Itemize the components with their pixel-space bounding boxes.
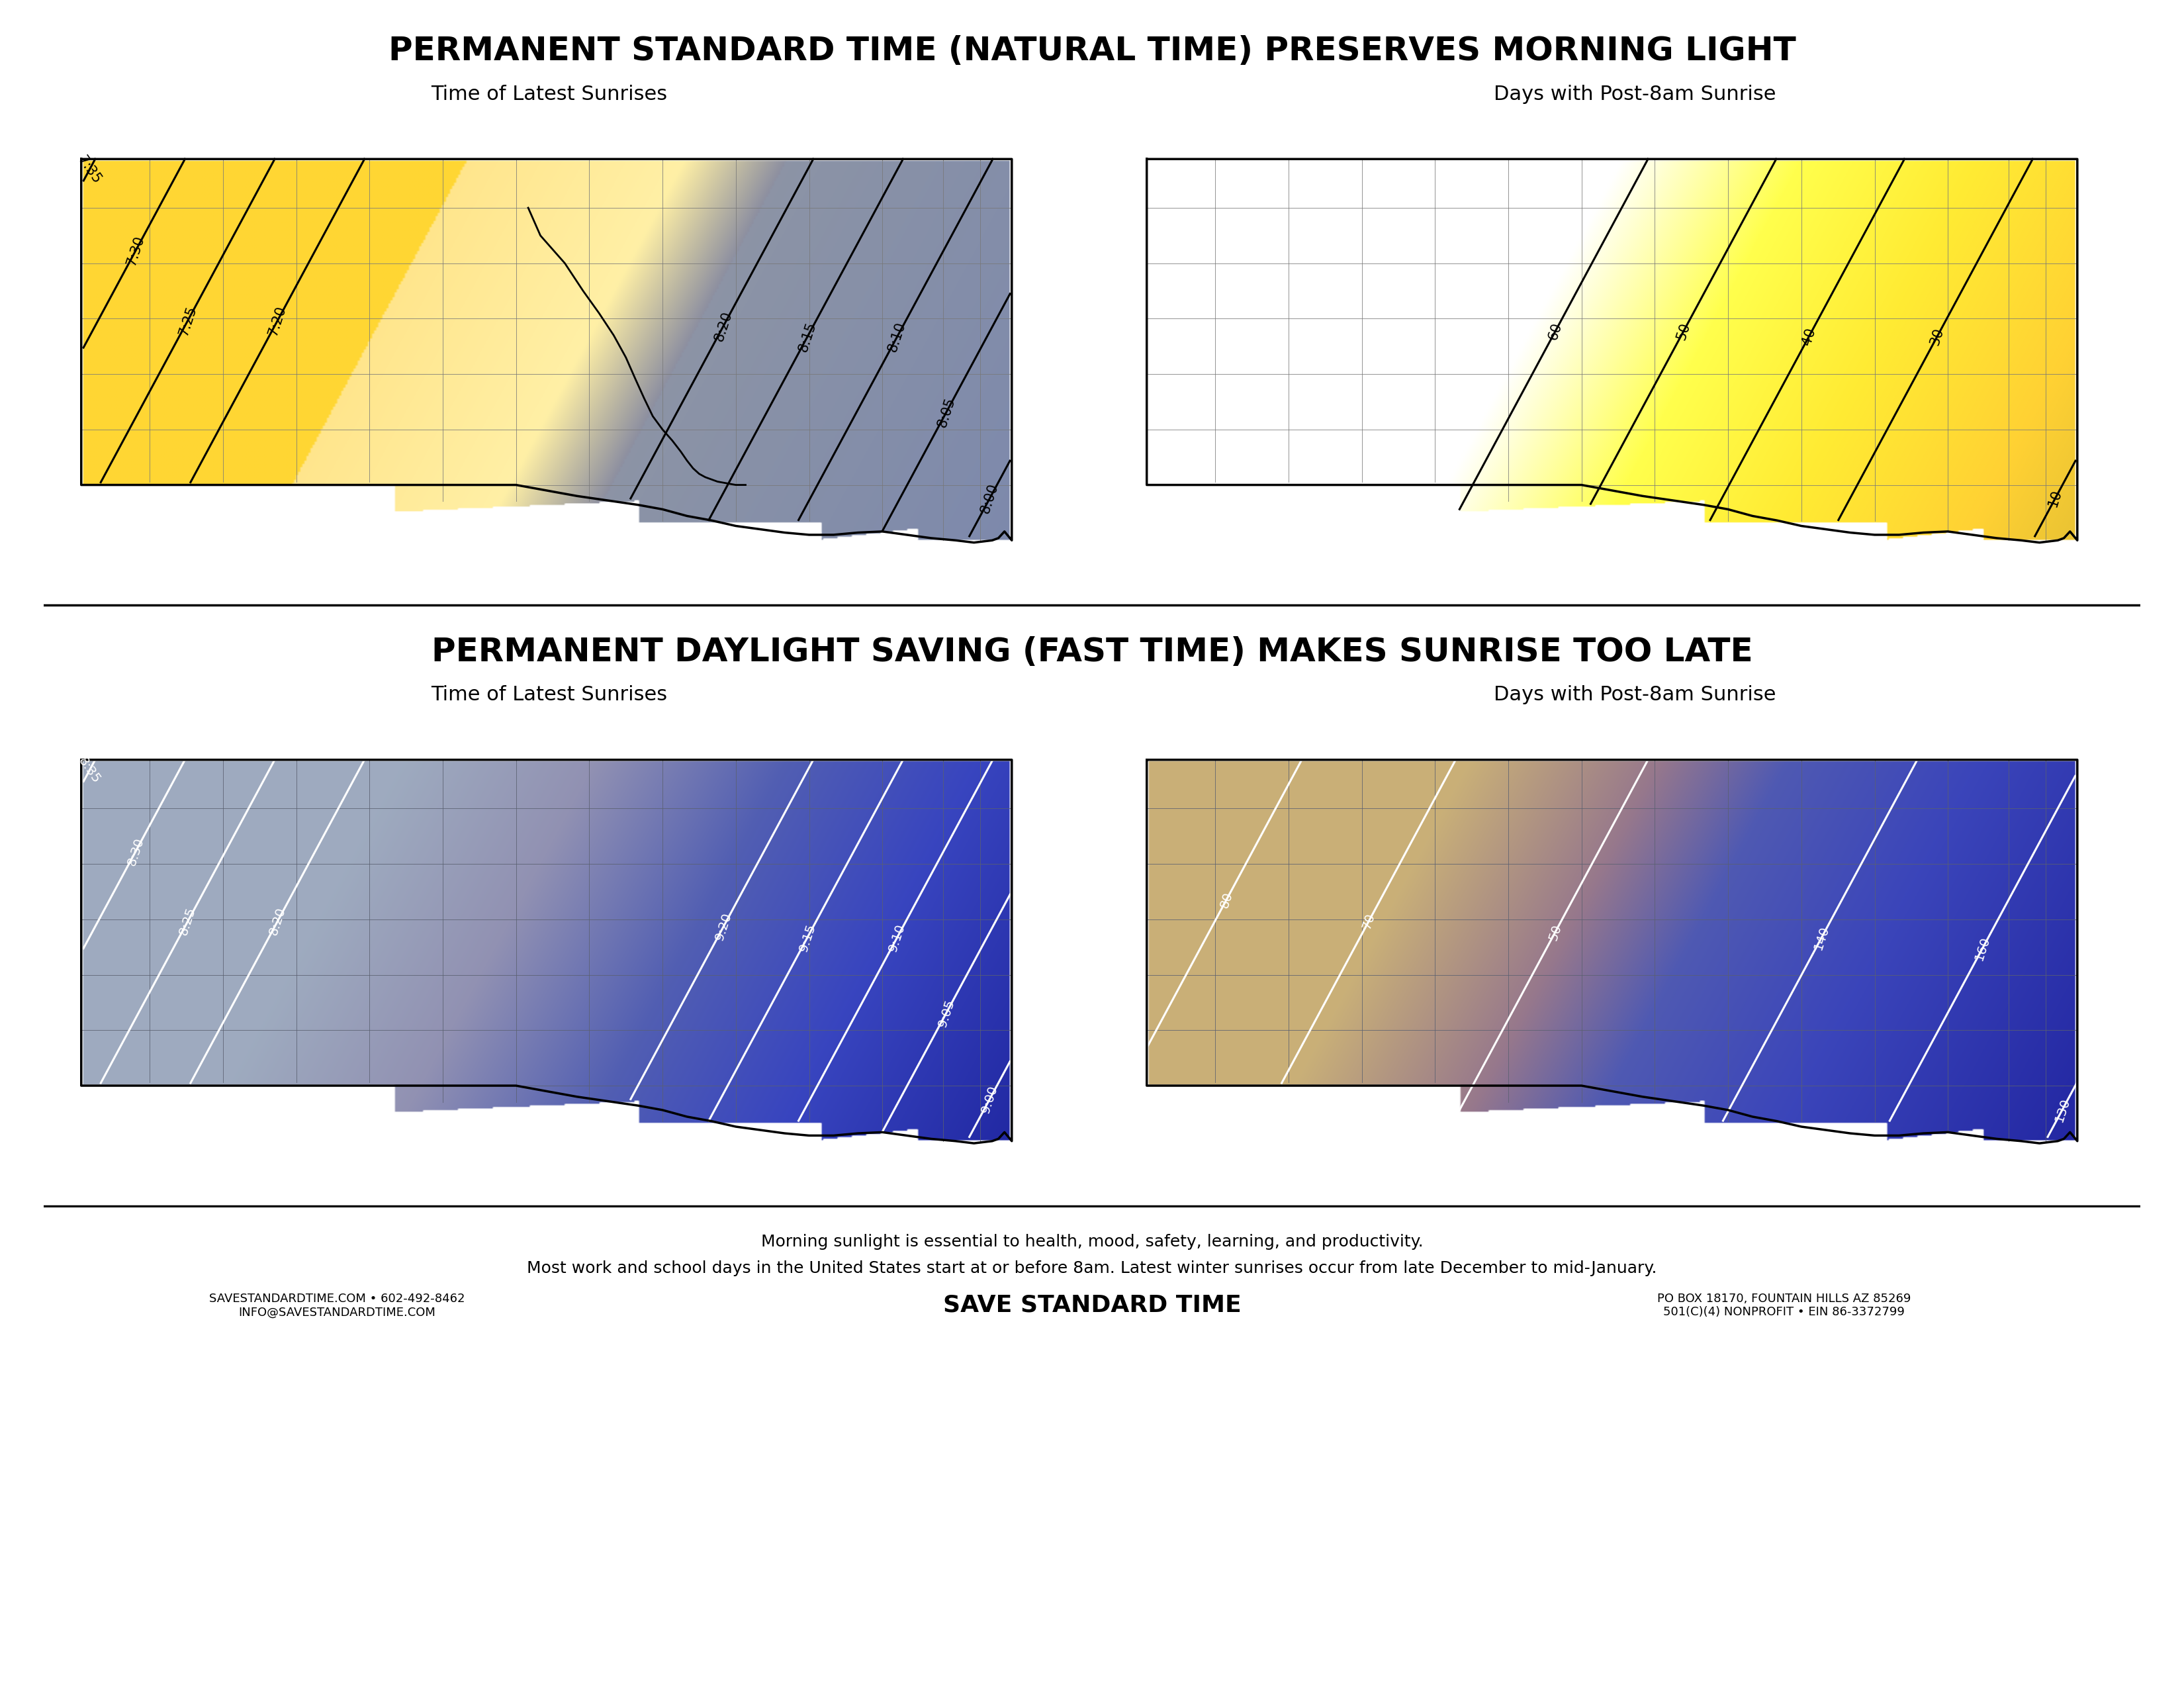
Text: 7:35: 7:35 — [74, 154, 103, 186]
Text: 8:10: 8:10 — [887, 321, 909, 353]
Text: PERMANENT DAYLIGHT SAVING (FAST TIME) MAKES SUNRISE TOO LATE: PERMANENT DAYLIGHT SAVING (FAST TIME) MA… — [430, 636, 1754, 668]
Text: 9:15: 9:15 — [797, 922, 817, 954]
Text: 50: 50 — [1675, 321, 1693, 343]
Text: 9:00: 9:00 — [978, 1084, 1000, 1114]
Text: 9:20: 9:20 — [712, 912, 734, 942]
Text: Time of Latest Sunrises: Time of Latest Sunrises — [430, 685, 668, 704]
Text: Days with Post-8am Sunrise: Days with Post-8am Sunrise — [1494, 685, 1776, 704]
Text: 7:30: 7:30 — [124, 235, 146, 267]
Text: PO BOX 18170, FOUNTAIN HILLS AZ 85269
501(C)(4) NONPROFIT • EIN 86-3372799: PO BOX 18170, FOUNTAIN HILLS AZ 85269 50… — [1658, 1293, 1911, 1318]
Text: 9:10: 9:10 — [887, 922, 909, 954]
Text: Morning sunlight is essential to health, mood, safety, learning, and productivit: Morning sunlight is essential to health,… — [760, 1234, 1424, 1249]
Text: 140: 140 — [1813, 923, 1832, 950]
Text: 10: 10 — [2046, 488, 2064, 508]
Text: 30: 30 — [1928, 326, 1946, 348]
Text: 70: 70 — [1361, 912, 1378, 932]
Text: Days with Post-8am Sunrise: Days with Post-8am Sunrise — [1494, 84, 1776, 105]
Text: 9:05: 9:05 — [935, 998, 957, 1028]
Text: Time of Latest Sunrises: Time of Latest Sunrises — [430, 84, 668, 105]
Text: 7:25: 7:25 — [177, 304, 199, 338]
Text: 160: 160 — [1972, 935, 1992, 962]
Text: PERMANENT STANDARD TIME (NATURAL TIME) PRESERVES MORNING LIGHT: PERMANENT STANDARD TIME (NATURAL TIME) P… — [389, 35, 1795, 68]
Text: 130: 130 — [2053, 1097, 2073, 1124]
Text: 8:00: 8:00 — [978, 481, 1000, 515]
Text: 50: 50 — [1546, 922, 1564, 942]
Text: Most work and school days in the United States start at or before 8am. Latest wi: Most work and school days in the United … — [526, 1261, 1658, 1276]
Text: 8:20: 8:20 — [266, 906, 288, 937]
Text: 8:15: 8:15 — [797, 321, 819, 353]
Text: 40: 40 — [1800, 326, 1817, 348]
Text: 60: 60 — [1546, 321, 1564, 343]
Text: SAVESTANDARDTIME.COM • 602-492-8462
INFO@SAVESTANDARDTIME.COM: SAVESTANDARDTIME.COM • 602-492-8462 INFO… — [210, 1293, 465, 1318]
Text: 8:20: 8:20 — [712, 309, 734, 343]
Text: 8:05: 8:05 — [935, 395, 957, 429]
Text: 8:25: 8:25 — [177, 906, 199, 937]
Text: SAVE STANDARD TIME: SAVE STANDARD TIME — [943, 1295, 1241, 1317]
Text: 7:20: 7:20 — [266, 304, 288, 338]
Text: 80: 80 — [1219, 890, 1234, 910]
Text: 8:35: 8:35 — [76, 755, 103, 787]
Text: 8:30: 8:30 — [124, 836, 146, 868]
